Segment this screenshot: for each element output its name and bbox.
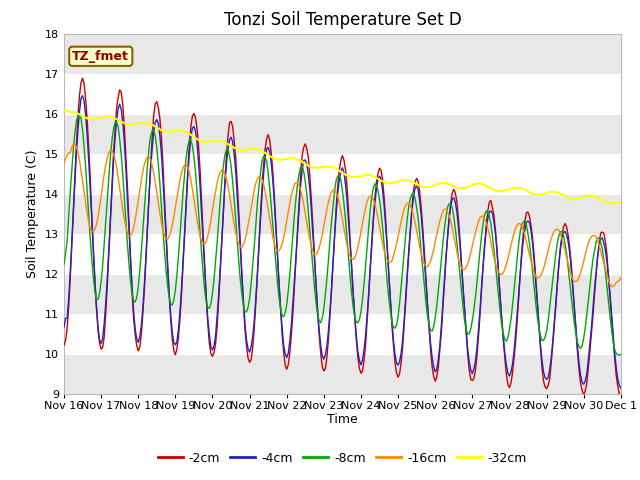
Bar [64,34,621,73]
Bar [64,354,621,394]
Title: Tonzi Soil Temperature Set D: Tonzi Soil Temperature Set D [223,11,461,29]
Text: TZ_fmet: TZ_fmet [72,50,129,63]
X-axis label: Time: Time [327,413,358,426]
Bar [64,114,621,154]
Bar [64,193,621,234]
Y-axis label: Soil Temperature (C): Soil Temperature (C) [26,149,40,278]
Bar [64,274,621,313]
Legend: -2cm, -4cm, -8cm, -16cm, -32cm: -2cm, -4cm, -8cm, -16cm, -32cm [152,447,532,469]
